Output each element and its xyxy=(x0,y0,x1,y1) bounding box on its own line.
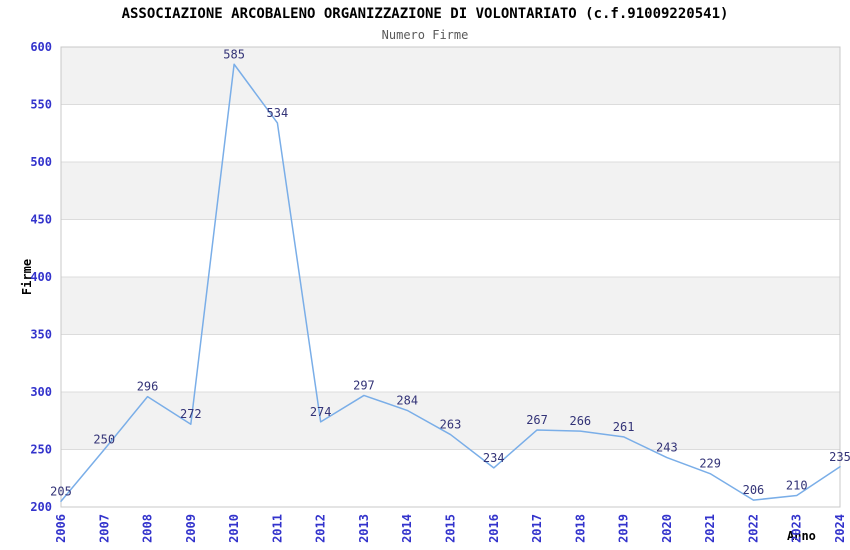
data-label: 210 xyxy=(786,479,808,493)
plot-band xyxy=(61,104,840,162)
y-tick-label: 250 xyxy=(30,443,52,457)
plot-band xyxy=(61,162,840,220)
data-label: 274 xyxy=(310,405,332,419)
data-label: 297 xyxy=(353,378,375,392)
x-tick-label: 2020 xyxy=(660,514,674,543)
data-label: 284 xyxy=(396,393,418,407)
y-tick-label: 350 xyxy=(30,328,52,342)
data-line xyxy=(60,63,841,502)
data-label: 261 xyxy=(613,420,635,434)
x-tick-label: 2019 xyxy=(617,514,631,543)
data-label: 250 xyxy=(93,433,115,447)
plot-band xyxy=(61,334,840,392)
x-tick-label: 2013 xyxy=(357,514,371,543)
x-tick-label: 2024 xyxy=(833,514,847,543)
data-label: 585 xyxy=(223,47,245,61)
x-tick-label: 2008 xyxy=(141,514,155,543)
y-tick-label: 500 xyxy=(30,155,52,169)
plot-band xyxy=(61,277,840,335)
data-label: 534 xyxy=(267,106,289,120)
data-label: 272 xyxy=(180,407,202,421)
plot-band xyxy=(61,47,840,105)
x-tick-label: 2016 xyxy=(487,514,501,543)
x-tick-label: 2012 xyxy=(314,514,328,543)
chart-title: ASSOCIAZIONE ARCOBALENO ORGANIZZAZIONE D… xyxy=(121,6,729,22)
data-label: 296 xyxy=(137,380,159,394)
x-tick-label: 2018 xyxy=(573,514,587,543)
x-tick-label: 2009 xyxy=(184,514,198,543)
x-tick-label: 2011 xyxy=(270,514,284,543)
data-label: 205 xyxy=(50,484,72,498)
x-tick-label: 2015 xyxy=(444,514,458,543)
y-tick-label: 400 xyxy=(30,270,52,284)
x-tick-label: 2014 xyxy=(400,514,414,543)
y-tick-label: 600 xyxy=(30,40,52,54)
x-tick-label: 2006 xyxy=(54,514,68,543)
y-tick-label: 450 xyxy=(30,213,52,227)
data-label: 234 xyxy=(483,451,505,465)
data-label: 206 xyxy=(743,483,765,497)
y-tick-label: 200 xyxy=(30,500,52,514)
data-label: 267 xyxy=(526,413,548,427)
x-tick-label: 2010 xyxy=(227,514,241,543)
plot-band xyxy=(61,449,840,507)
y-tick-label: 550 xyxy=(30,98,52,112)
x-tick-label: 2021 xyxy=(703,514,717,543)
x-tick-label: 2007 xyxy=(97,514,111,543)
x-axis-label: Anno xyxy=(787,529,816,543)
x-tick-label: 2017 xyxy=(530,514,544,543)
data-label: 243 xyxy=(656,441,678,455)
chart-subtitle: Numero Firme xyxy=(381,28,469,42)
y-tick-label: 300 xyxy=(30,385,52,399)
data-label: 235 xyxy=(829,450,850,464)
x-tick-label: 2023 xyxy=(790,514,804,543)
data-label: 266 xyxy=(569,414,591,428)
x-tick-label: 2022 xyxy=(746,514,760,543)
plot-border xyxy=(60,46,841,508)
data-label: 263 xyxy=(440,418,462,432)
plot-band xyxy=(61,219,840,277)
data-label: 229 xyxy=(699,457,721,471)
